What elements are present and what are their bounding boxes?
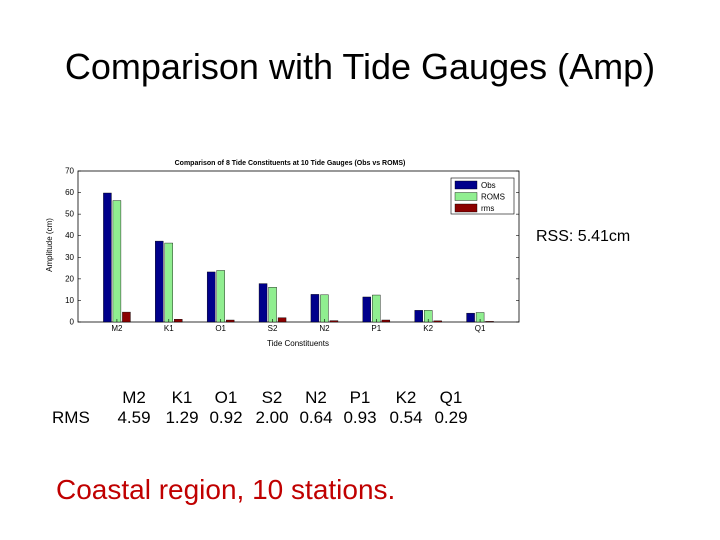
bar-rms	[485, 321, 494, 323]
bar-obs	[155, 240, 164, 323]
x-axis-ticks: M2 K1 O1 S2 N2 P1 K2 Q1	[111, 319, 486, 333]
y-tick-label: 10	[65, 296, 74, 305]
x-axis-label: Tide Constituents	[267, 339, 329, 348]
bar-rms	[225, 319, 235, 323]
bar-obs	[310, 294, 320, 323]
legend-swatch-roms	[454, 192, 478, 201]
bar-roms	[112, 200, 122, 323]
y-tick-label: 60	[65, 188, 74, 197]
bar-obs	[414, 310, 423, 323]
y-tick-label: 0	[70, 318, 75, 327]
rms-value-cell: 0.92	[209, 408, 243, 427]
rms-header-cell: S2	[261, 388, 283, 407]
rms-header-cell: Q1	[439, 388, 463, 407]
legend-label: ROMS	[481, 193, 505, 202]
rms-value-cell: 0.93	[343, 408, 377, 427]
chart-title: Comparison of 8 Tide Constituents at 10 …	[175, 160, 406, 167]
bar-roms	[164, 242, 173, 323]
bar-roms	[268, 287, 277, 323]
x-tick-label: P1	[371, 324, 381, 333]
y-tick-label: 40	[65, 231, 74, 240]
rms-header-cell: K2	[395, 388, 417, 407]
x-tick-label: M2	[111, 324, 123, 333]
y-axis-label: Amplitude (cm)	[45, 218, 54, 272]
rms-value-cell: 4.59	[117, 408, 151, 427]
footer-note: Coastal region, 10 stations.	[56, 474, 396, 505]
rms-value-cell: 0.64	[299, 408, 333, 427]
bar-roms	[372, 294, 381, 323]
bar-rms	[122, 311, 131, 323]
bar-obs	[362, 296, 372, 323]
bar-rms	[433, 320, 442, 323]
x-tick-label: Q1	[475, 324, 486, 333]
y-tick-label: 50	[65, 210, 74, 219]
legend-label: Obs	[481, 181, 496, 190]
bars	[103, 192, 494, 323]
rss-summary: RSS: 5.41cm	[536, 228, 631, 245]
rms-value-cell: 2.00	[255, 408, 289, 427]
bar-rms	[277, 317, 287, 323]
y-tick-label: 70	[65, 167, 74, 176]
legend-label: rms	[481, 204, 494, 213]
x-tick-label: N2	[319, 324, 330, 333]
legend-swatch-obs	[454, 180, 478, 190]
bar-obs	[206, 271, 216, 323]
x-tick-label: S2	[268, 324, 278, 333]
bar-obs	[466, 312, 475, 323]
y-axis-ticks: 0 10 20 30 40 50 60 70	[65, 167, 519, 327]
rms-value-cell: 0.29	[434, 408, 468, 427]
rms-value-cell: 0.54	[389, 408, 423, 427]
bar-obs	[103, 192, 112, 323]
legend: Obs ROMS rms	[450, 177, 515, 215]
x-tick-label: O1	[215, 324, 226, 333]
rms-header-cell: P1	[349, 388, 371, 407]
legend-swatch-rms	[454, 203, 478, 213]
bar-rms	[381, 319, 391, 323]
bar-rms	[329, 320, 339, 323]
bar-rms	[174, 319, 183, 323]
slide-title: Comparison with Tide Gauges (Amp)	[64, 46, 656, 87]
y-tick-label: 20	[65, 274, 74, 283]
rms-value-cell: 1.29	[165, 408, 199, 427]
x-tick-label: K2	[423, 324, 433, 333]
rms-header-cell: K1	[171, 388, 193, 407]
y-tick-label: 30	[65, 253, 74, 262]
x-tick-label: K1	[164, 324, 174, 333]
plot-frame	[77, 170, 520, 323]
bar-obs	[258, 283, 268, 323]
bar-roms	[216, 270, 225, 323]
rms-row-label: RMS	[52, 408, 90, 427]
bar-chart: Comparison of 8 Tide Constituents at 10 …	[45, 160, 520, 348]
rms-header-cell: O1	[214, 388, 238, 407]
bar-roms	[320, 294, 329, 323]
rms-header-cell: M2	[122, 388, 146, 407]
rms-header-cell: N2	[305, 388, 327, 407]
